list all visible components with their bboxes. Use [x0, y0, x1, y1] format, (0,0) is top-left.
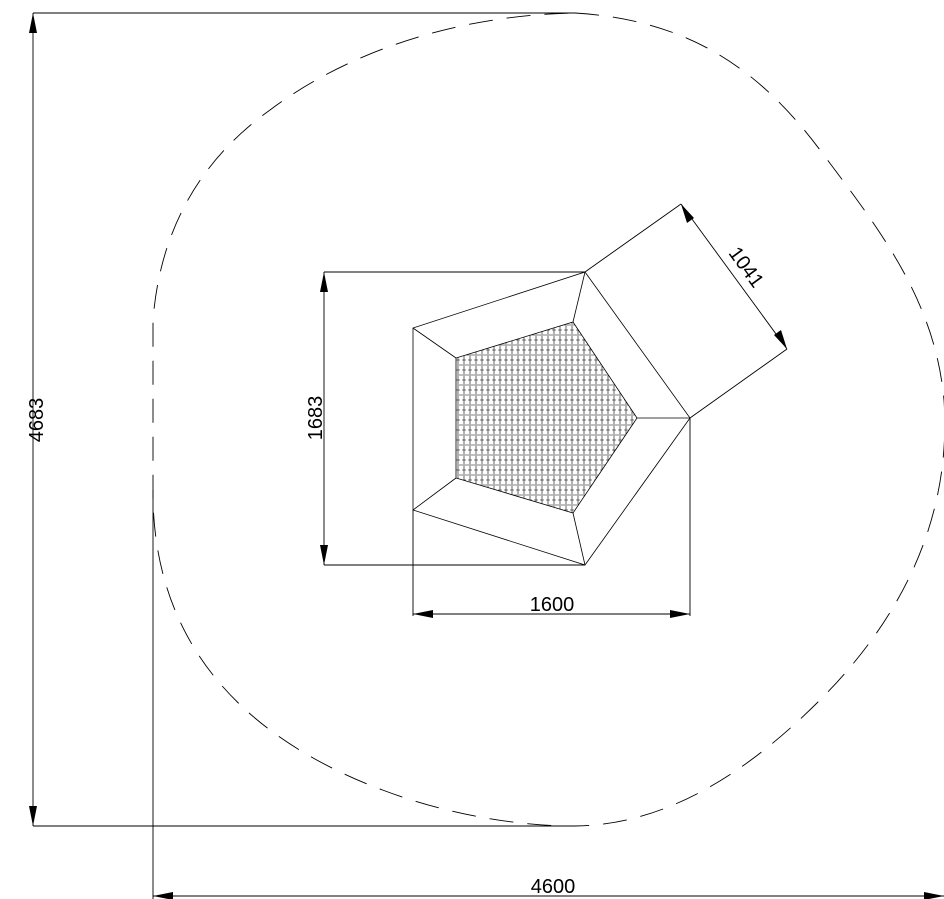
dimension-total-height: 4683	[26, 12, 575, 827]
dimension-inner-height: 1683	[305, 271, 585, 566]
pentagon-inner	[455, 321, 638, 514]
safety-zone-boundary	[152, 12, 944, 827]
dimension-label-total-width: 4600	[531, 876, 576, 898]
pentagon-outer	[412, 271, 691, 566]
dimension-inner-width: 1600	[412, 418, 691, 618]
pentagon-frame-edges	[412, 271, 690, 566]
dimension-label-side-length: 1041	[724, 243, 768, 292]
dimension-label-inner-height: 1683	[305, 396, 327, 441]
dimension-label-inner-width: 1600	[530, 594, 575, 616]
dimension-label-total-height: 4683	[26, 398, 48, 443]
dimension-total-width: 4600	[152, 490, 944, 899]
